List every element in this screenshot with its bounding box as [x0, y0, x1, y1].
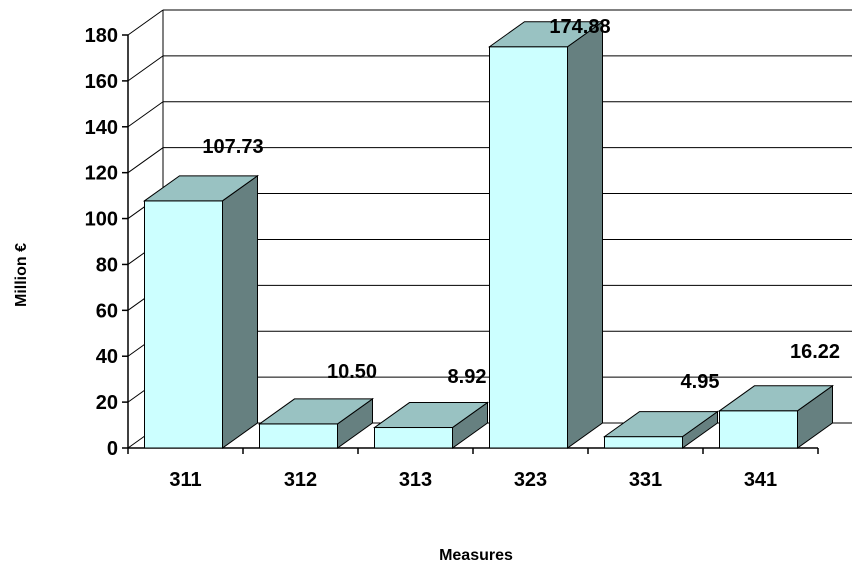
x-tick-label: 331 [629, 469, 662, 491]
bar-top [602, 411, 720, 438]
x-tick-label: 311 [169, 469, 201, 491]
y-tick-label: 140 [85, 117, 118, 139]
x-tick-label: 323 [514, 469, 547, 491]
y-tick-label: 80 [96, 254, 118, 276]
data-label: 10.50 [327, 361, 377, 383]
y-tick-label: 40 [96, 346, 118, 368]
y-tick-label: 180 [85, 25, 118, 47]
data-label: 107.73 [202, 136, 263, 158]
axes: 0 20 40 60 80 100 120 140 160 180 311 312 313 323 331 3… [85, 25, 819, 491]
bar-top [142, 175, 260, 202]
x-tick-label: 312 [284, 469, 317, 491]
y-tick-label: 160 [85, 71, 118, 93]
x-tick-label: 313 [399, 469, 432, 491]
bar-side [567, 20, 603, 449]
y-tick-label: 100 [85, 209, 118, 231]
bar-341 [717, 384, 835, 449]
bar-front [489, 46, 568, 449]
gridline-diagonal [127, 101, 164, 128]
data-labels: 107.73 10.50 8.92 174.88 4.95 16.22 [202, 16, 840, 393]
bar-313 [372, 401, 490, 449]
bar-312 [257, 397, 375, 449]
gridline-diagonal [127, 55, 164, 82]
bar-front [604, 436, 683, 449]
bar-top [717, 385, 835, 412]
bar-331 [602, 410, 720, 449]
bar-side [222, 174, 258, 449]
bar-front [259, 423, 338, 449]
gridline-diagonal [127, 147, 164, 174]
y-axis-title: Million € [13, 243, 30, 307]
bar-top [487, 21, 605, 48]
bar-front [374, 427, 453, 449]
data-label: 8.92 [448, 366, 487, 388]
y-tick-label: 60 [96, 300, 118, 322]
data-label: 16.22 [790, 341, 840, 363]
bar-top [257, 398, 375, 425]
bar-323 [487, 20, 605, 449]
bar-front [144, 200, 223, 449]
x-axis-title: Measures [439, 547, 513, 564]
bar-top [372, 402, 490, 429]
bar-front [719, 410, 798, 449]
x-tick-label: 341 [744, 469, 777, 491]
bars [142, 20, 835, 449]
data-label: 174.88 [549, 16, 610, 38]
y-tick-label: 120 [85, 163, 118, 185]
y-tick-label: 0 [107, 438, 118, 460]
data-label: 4.95 [681, 371, 720, 393]
bar-311 [142, 174, 260, 449]
y-tick-label: 20 [96, 392, 118, 414]
gridline-diagonal [127, 9, 164, 36]
